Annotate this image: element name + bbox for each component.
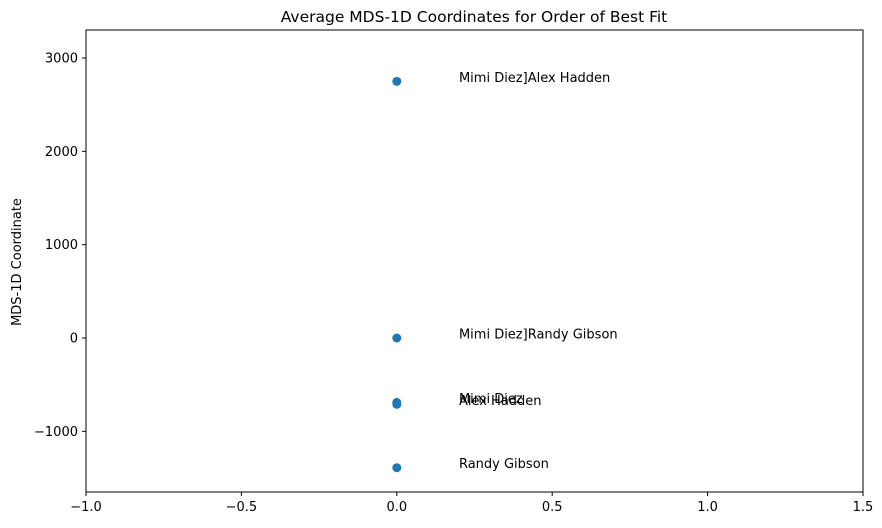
y-tick-label: −1000 bbox=[34, 425, 78, 440]
x-tick-label: −1.0 bbox=[70, 500, 102, 515]
scatter-point bbox=[392, 76, 402, 86]
y-tick-label: 2000 bbox=[45, 145, 78, 160]
scatter-point bbox=[392, 463, 402, 473]
point-label: Alex Hadden bbox=[459, 394, 542, 409]
scatter-point bbox=[392, 399, 402, 409]
point-label: Mimi Diez bbox=[459, 392, 523, 407]
y-tick-label: 1000 bbox=[45, 238, 78, 253]
point-label: Mimi Diez]Alex Hadden bbox=[459, 71, 610, 86]
point-label: Mimi Diez]Randy Gibson bbox=[459, 328, 618, 343]
plot-area: −1.0 −0.5 0.0 0.5 1.0 1.5 −1000 0 1000 2000 3000 Mi… bbox=[34, 52, 873, 516]
x-tick-label: 0.5 bbox=[542, 500, 563, 515]
scatter-point bbox=[392, 333, 402, 343]
y-tick-label: 0 bbox=[70, 332, 78, 347]
y-tick-label: 3000 bbox=[45, 52, 78, 67]
x-tick-label: 1.0 bbox=[697, 500, 718, 515]
y-axis-label: MDS-1D Coordinate bbox=[10, 198, 25, 326]
x-tick-label: 1.5 bbox=[853, 500, 874, 515]
x-tick-label: 0.0 bbox=[386, 500, 407, 515]
plot-frame bbox=[85, 29, 864, 493]
chart-title: Average MDS-1D Coordinates for Order of … bbox=[281, 8, 668, 26]
x-tick-label: −0.5 bbox=[226, 500, 258, 515]
point-label: Randy Gibson bbox=[459, 457, 549, 472]
